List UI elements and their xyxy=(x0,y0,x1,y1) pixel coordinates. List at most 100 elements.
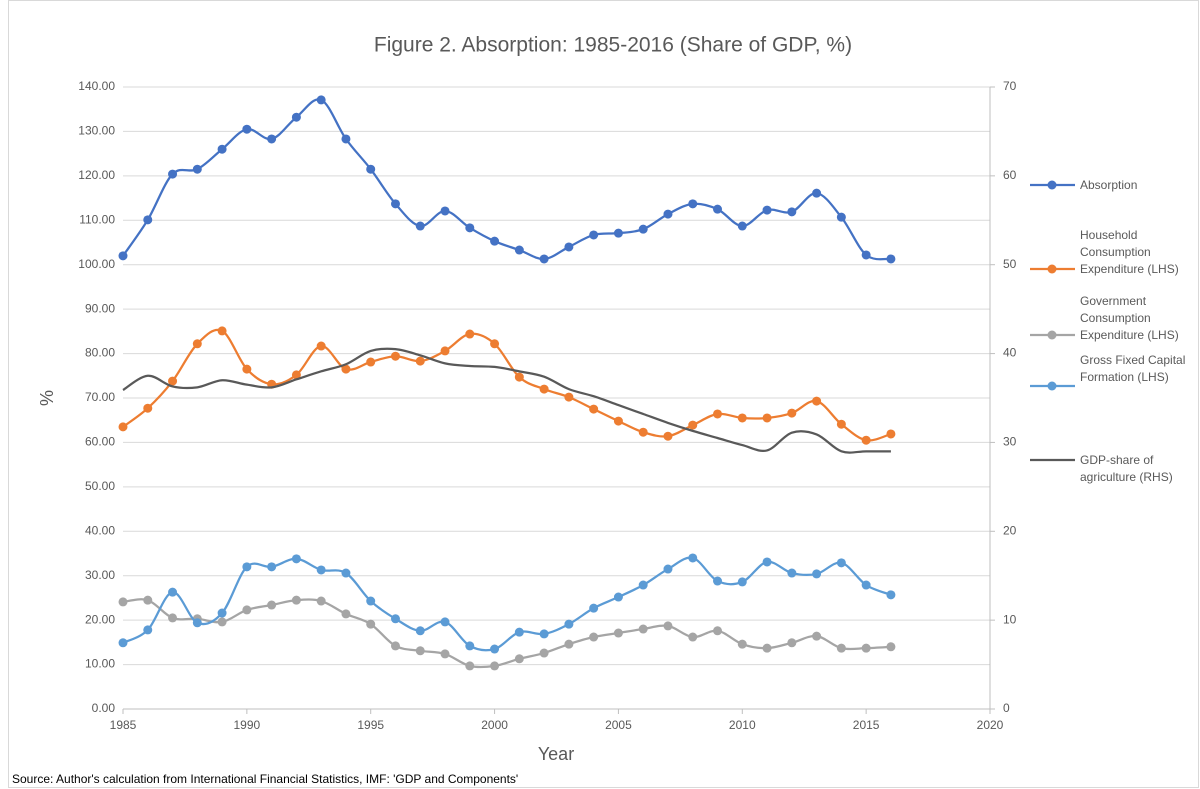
y-tick-label: 90.00 xyxy=(85,301,115,315)
legend-label: Government Consumption Expenditure (LHS) xyxy=(1080,293,1179,342)
data-point xyxy=(663,564,673,574)
data-point xyxy=(514,372,524,382)
x-tick-label: 1995 xyxy=(357,718,384,732)
data-point xyxy=(366,357,376,367)
data-point xyxy=(415,356,425,366)
data-point xyxy=(564,619,574,629)
data-point xyxy=(316,565,326,575)
y2-tick-label: 70 xyxy=(1003,79,1017,93)
data-point xyxy=(737,639,747,649)
data-point xyxy=(836,643,846,653)
data-point xyxy=(267,562,277,572)
data-point xyxy=(341,568,351,578)
data-point xyxy=(341,134,351,144)
data-point xyxy=(242,364,252,374)
data-point xyxy=(836,212,846,222)
data-point xyxy=(217,617,227,627)
data-point xyxy=(539,254,549,264)
data-point xyxy=(836,419,846,429)
data-point xyxy=(168,169,178,179)
data-point xyxy=(465,223,475,233)
data-point xyxy=(737,577,747,587)
data-point xyxy=(812,569,822,579)
y2-tick-label: 50 xyxy=(1003,257,1017,271)
data-point xyxy=(589,632,599,642)
data-point xyxy=(514,627,524,637)
data-point xyxy=(539,384,549,394)
x-tick-label: 2010 xyxy=(729,718,756,732)
data-point xyxy=(886,254,896,264)
x-axis-label: Year xyxy=(538,744,574,764)
data-point xyxy=(539,629,549,639)
y-tick-label: 10.00 xyxy=(85,657,115,671)
legend-label: Gross Fixed Capital Formation (LHS) xyxy=(1080,353,1186,384)
data-point xyxy=(192,618,202,628)
y2-tick-label: 30 xyxy=(1003,435,1017,449)
chart-border xyxy=(8,0,1199,788)
data-point xyxy=(514,245,524,255)
data-point xyxy=(836,558,846,568)
data-point xyxy=(490,236,500,246)
data-point xyxy=(713,576,723,586)
y-tick-label: 70.00 xyxy=(85,390,115,404)
data-point xyxy=(118,638,128,648)
legend-marker xyxy=(1047,330,1057,340)
x-tick-label: 2020 xyxy=(977,718,1004,732)
data-point xyxy=(886,429,896,439)
y-tick-label: 100.00 xyxy=(78,257,115,271)
data-point xyxy=(589,404,599,414)
data-point xyxy=(390,199,400,209)
data-point xyxy=(415,626,425,636)
series-line xyxy=(122,347,891,454)
y-tick-label: 130.00 xyxy=(78,124,115,138)
data-point xyxy=(514,654,524,664)
data-point xyxy=(638,427,648,437)
y-tick-label: 140.00 xyxy=(78,79,115,93)
data-point xyxy=(663,431,673,441)
data-point xyxy=(663,621,673,631)
y-tick-label: 0.00 xyxy=(92,701,116,715)
y2-tick-label: 10 xyxy=(1003,612,1017,626)
data-point xyxy=(613,592,623,602)
data-point xyxy=(812,188,822,198)
data-point xyxy=(861,435,871,445)
data-point xyxy=(564,392,574,402)
data-point xyxy=(613,628,623,638)
x-tick-label: 2005 xyxy=(605,718,632,732)
x-tick-label: 2015 xyxy=(853,718,880,732)
data-point xyxy=(787,207,797,217)
data-point xyxy=(415,646,425,656)
data-point xyxy=(341,364,351,374)
y-tick-label: 50.00 xyxy=(85,479,115,493)
data-point xyxy=(192,339,202,349)
data-point xyxy=(787,638,797,648)
data-point xyxy=(390,641,400,651)
source-note: Source: Author's calculation from Intern… xyxy=(12,772,518,786)
data-point xyxy=(688,553,698,563)
data-point xyxy=(143,595,153,605)
data-point xyxy=(465,641,475,651)
data-point xyxy=(762,557,772,567)
legend-marker xyxy=(1047,180,1057,190)
data-point xyxy=(192,164,202,174)
legend-marker xyxy=(1047,264,1057,274)
data-point xyxy=(440,346,450,356)
data-point xyxy=(168,587,178,597)
data-point xyxy=(440,617,450,627)
data-point xyxy=(762,643,772,653)
data-point xyxy=(812,396,822,406)
data-point xyxy=(861,580,871,590)
y-tick-label: 60.00 xyxy=(85,435,115,449)
legend-label: GDP-share of agriculture (RHS) xyxy=(1080,452,1173,484)
y2-tick-label: 40 xyxy=(1003,346,1017,360)
data-point xyxy=(613,228,623,238)
data-point xyxy=(366,619,376,629)
chart-title: Figure 2. Absorption: 1985-2016 (Share o… xyxy=(374,34,852,57)
data-point xyxy=(564,639,574,649)
data-point xyxy=(242,605,252,615)
data-point xyxy=(440,649,450,659)
data-point xyxy=(589,230,599,240)
data-point xyxy=(787,568,797,578)
data-point xyxy=(366,164,376,174)
data-point xyxy=(143,215,153,225)
